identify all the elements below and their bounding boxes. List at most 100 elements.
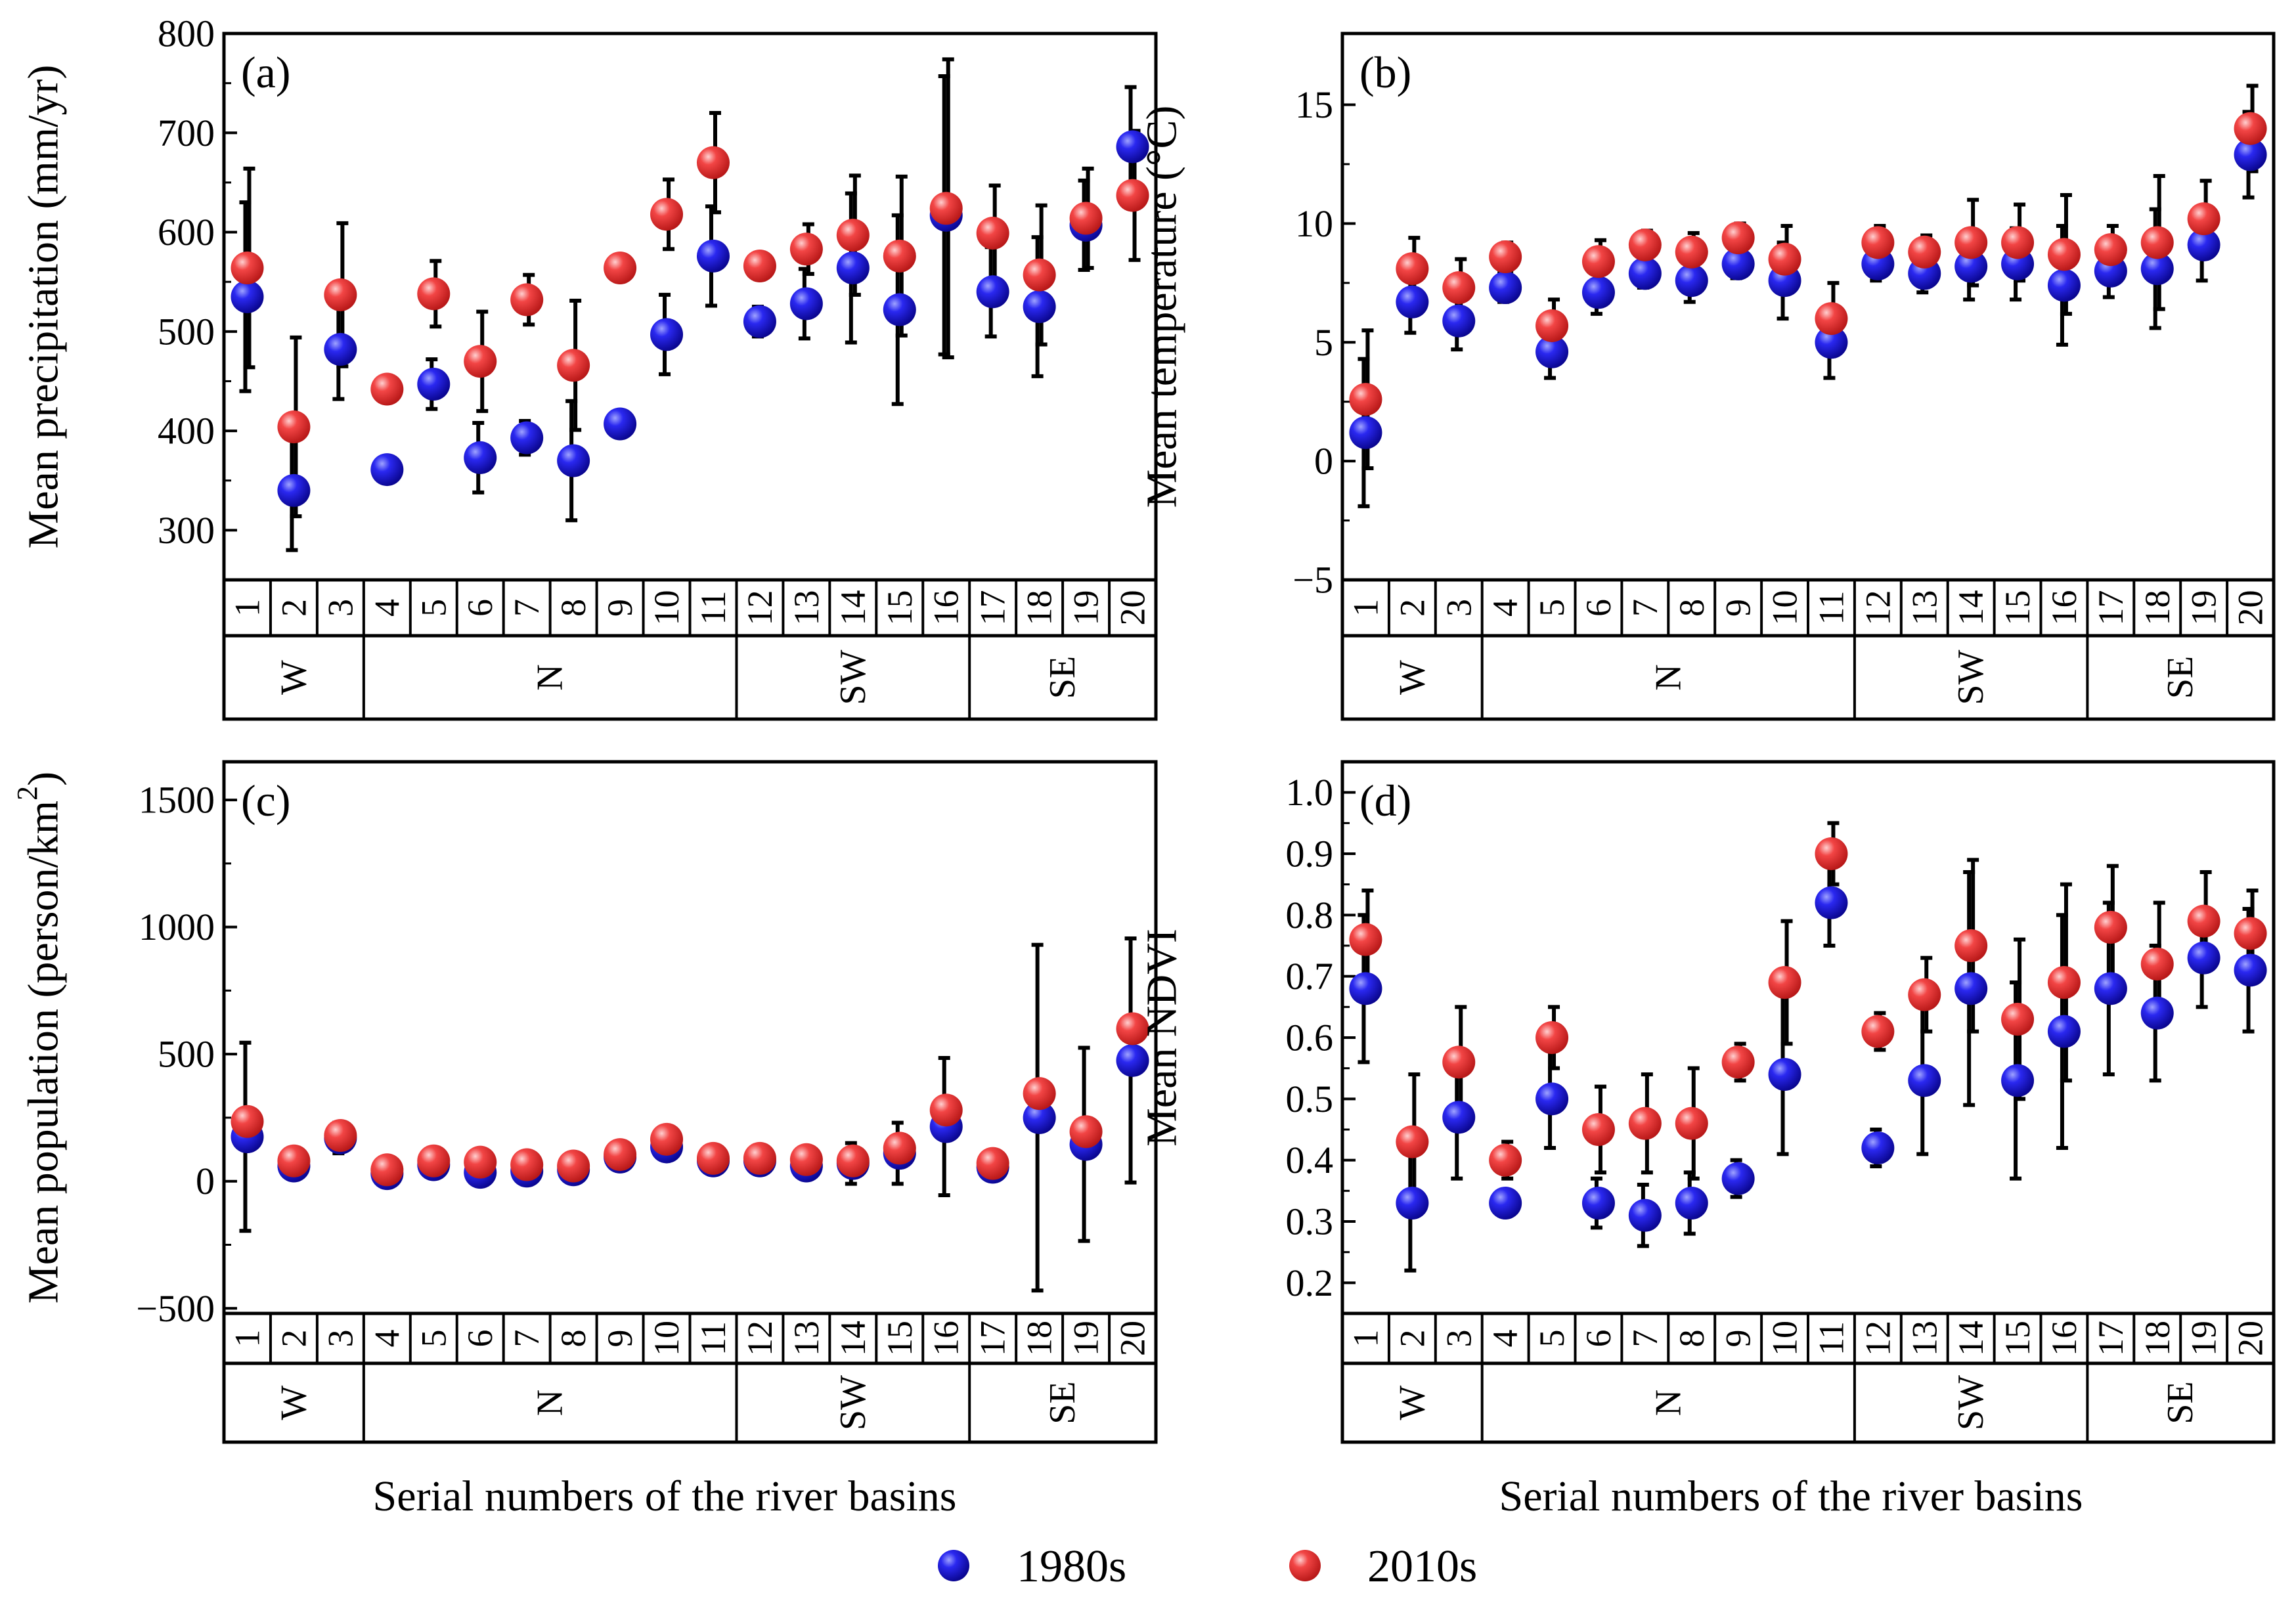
data-point-2010s bbox=[1489, 1143, 1522, 1177]
panel-tag: (a) bbox=[241, 47, 290, 97]
data-point-2010s bbox=[2047, 966, 2081, 999]
data-point-2010s bbox=[1349, 383, 1382, 416]
category-label: 8 bbox=[1672, 599, 1711, 617]
legend-label-1980s: 1980s bbox=[1017, 1541, 1126, 1592]
region-label: N bbox=[1648, 664, 1689, 690]
category-label: 4 bbox=[367, 599, 407, 617]
data-point-2010s bbox=[1535, 309, 1569, 342]
data-point-2010s bbox=[1069, 1115, 1103, 1149]
category-label: 17 bbox=[973, 1321, 1013, 1356]
y-tick-label: 300 bbox=[158, 509, 215, 552]
panel-d: 1 2 3 4 5 6 7 8 9 10 11 12 13 14 15 16 17 18 19 20W N SW SE0.2… bbox=[1138, 760, 2276, 1444]
data-point-2010s bbox=[2140, 226, 2174, 259]
category-label: 10 bbox=[647, 590, 686, 626]
region-label: SE bbox=[1042, 1381, 1083, 1424]
data-point-2010s bbox=[929, 192, 963, 225]
data-point-2010s bbox=[976, 1147, 1009, 1180]
data-point-1980s bbox=[1442, 304, 1476, 338]
legend-marker-1980s bbox=[938, 1550, 969, 1581]
data-point-1980s bbox=[464, 441, 497, 474]
category-label: 16 bbox=[927, 590, 966, 626]
data-point-1980s bbox=[2047, 269, 2081, 302]
data-point-1980s bbox=[2187, 228, 2220, 261]
panel-tag: (c) bbox=[241, 776, 290, 825]
data-point-2010s bbox=[231, 252, 264, 285]
category-label: 16 bbox=[2044, 1321, 2084, 1356]
y-axis-title-superscript: 2 bbox=[11, 786, 43, 801]
data-point-2010s bbox=[2234, 112, 2267, 145]
category-label: 2 bbox=[1392, 1330, 1432, 1348]
category-label: 1 bbox=[1346, 1330, 1385, 1348]
category-label: 14 bbox=[1951, 1321, 1991, 1356]
category-label: 20 bbox=[2231, 590, 2270, 626]
category-label: 13 bbox=[787, 590, 826, 626]
category-label: 9 bbox=[600, 1330, 640, 1348]
data-point-1980s bbox=[604, 407, 637, 441]
data-point-2010s bbox=[696, 146, 730, 179]
data-point-1980s bbox=[231, 280, 264, 313]
data-point-2010s bbox=[1396, 1125, 1429, 1158]
y-tick-label: 0.9 bbox=[1286, 833, 1334, 875]
data-point-1980s bbox=[976, 275, 1009, 309]
data-point-1980s bbox=[1349, 416, 1382, 449]
category-label: 19 bbox=[2184, 1321, 2224, 1356]
y-tick-label: 0.6 bbox=[1286, 1017, 1334, 1059]
category-label: 13 bbox=[787, 1321, 826, 1356]
data-point-1980s bbox=[1675, 264, 1708, 297]
data-point-2010s bbox=[1675, 235, 1708, 269]
data-point-1980s bbox=[1581, 1187, 1615, 1220]
region-label: SW bbox=[833, 1375, 873, 1430]
data-point-1980s bbox=[370, 453, 404, 487]
data-point-1980s bbox=[1675, 1187, 1708, 1220]
region-label: SE bbox=[2160, 656, 2201, 699]
data-point-1980s bbox=[1489, 1187, 1522, 1220]
category-label: 5 bbox=[1532, 1330, 1572, 1348]
data-point-2010s bbox=[1861, 226, 1895, 259]
category-label: 14 bbox=[1951, 590, 1991, 626]
data-point-1980s bbox=[1861, 1132, 1895, 1164]
category-label: 18 bbox=[2138, 590, 2177, 626]
data-point-2010s bbox=[370, 1153, 404, 1187]
category-label: 5 bbox=[414, 1330, 453, 1348]
category-label: 8 bbox=[1672, 1330, 1711, 1348]
category-label: 6 bbox=[1579, 1330, 1618, 1348]
data-point-1980s bbox=[2234, 138, 2267, 171]
data-point-2010s bbox=[650, 1122, 684, 1156]
category-label: 6 bbox=[1579, 599, 1618, 617]
data-point-2010s bbox=[1908, 978, 1941, 1011]
category-label: 3 bbox=[1439, 1330, 1478, 1348]
data-point-2010s bbox=[1768, 242, 1801, 276]
category-label: 18 bbox=[2138, 1321, 2177, 1356]
data-point-1980s bbox=[1023, 290, 1056, 323]
data-point-2010s bbox=[510, 283, 544, 317]
data-point-2010s bbox=[1069, 202, 1103, 235]
y-axis-title: Mean precipitation (mm/yr) bbox=[20, 65, 68, 549]
data-point-1980s bbox=[417, 367, 451, 401]
category-label: 12 bbox=[1858, 1321, 1897, 1356]
data-point-2010s bbox=[929, 1093, 963, 1127]
data-point-1980s bbox=[1396, 1187, 1429, 1220]
category-label: 19 bbox=[2184, 590, 2224, 626]
data-point-1980s bbox=[557, 444, 590, 477]
data-point-2010s bbox=[1954, 226, 1988, 259]
data-point-1980s bbox=[789, 287, 823, 320]
category-label: 15 bbox=[880, 1321, 919, 1356]
data-point-2010s bbox=[2140, 948, 2174, 980]
y-axis-title: Mean temperature (°C) bbox=[1138, 106, 1186, 508]
panel-frame bbox=[1340, 32, 2276, 721]
data-point-2010s bbox=[557, 349, 590, 382]
region-label: W bbox=[273, 660, 314, 695]
category-label: 8 bbox=[554, 1330, 593, 1348]
data-point-2010s bbox=[1023, 258, 1056, 292]
x-axis-title-left: Serial numbers of the river basins bbox=[373, 1472, 957, 1520]
category-label: 18 bbox=[1020, 590, 1059, 626]
y-tick-label: 0.7 bbox=[1286, 955, 1334, 998]
y-tick-label: 1.0 bbox=[1286, 771, 1334, 814]
panel-frame bbox=[222, 32, 1158, 721]
legend-label-2010s: 2010s bbox=[1367, 1541, 1477, 1592]
category-label: 1 bbox=[1346, 599, 1385, 617]
data-point-1980s bbox=[743, 305, 776, 338]
category-label: 3 bbox=[1439, 599, 1478, 617]
data-point-2010s bbox=[836, 219, 870, 252]
category-label: 11 bbox=[694, 1321, 733, 1355]
